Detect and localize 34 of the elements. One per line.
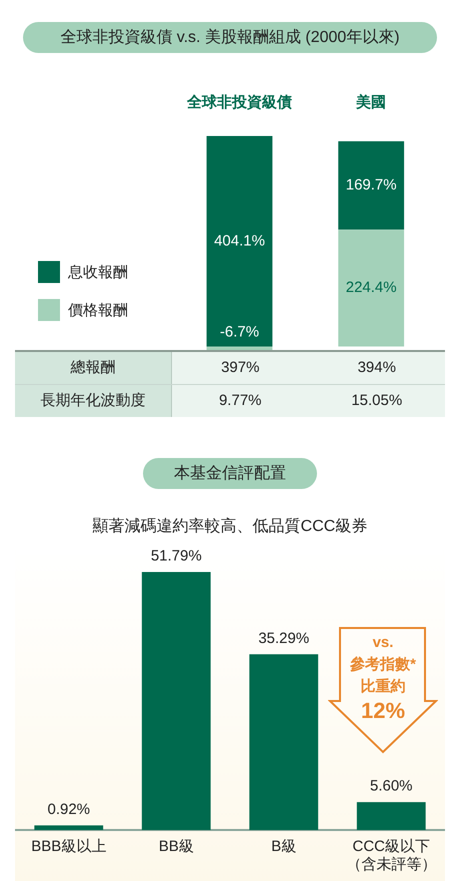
bar	[356, 802, 426, 830]
text: 15.05%	[308, 385, 445, 417]
x-tick-label: CCC級以下（含未評等）	[346, 838, 436, 874]
text: 9.77%	[172, 385, 308, 417]
legend-label: 價格報酬	[68, 300, 128, 320]
data-label: 0.92%	[47, 801, 90, 818]
bar	[338, 230, 404, 347]
data-label: 224.4%	[346, 279, 397, 296]
data-label: 35.29%	[258, 630, 310, 647]
bar	[206, 136, 272, 347]
data-label: -6.7%	[220, 324, 260, 341]
text: 長期年化波動度	[15, 385, 172, 417]
x-tick-label: 美國	[355, 93, 386, 112]
x-tick-label: B級	[271, 838, 296, 856]
chart-title: 本基金信評配置	[143, 458, 317, 489]
chart-title: 全球非投資級債 v.s. 美股報酬組成 (2000年以來)	[23, 22, 437, 53]
bar	[249, 654, 318, 830]
x-tick-label: BBB級以上	[31, 838, 106, 856]
bar	[34, 825, 104, 830]
data-label: 5.60%	[370, 778, 413, 795]
text: 總報酬	[15, 352, 172, 384]
legend-label: 息收報酬	[68, 262, 128, 282]
bar	[338, 141, 404, 230]
data-label: 169.7%	[346, 176, 397, 194]
total-label: 394%	[308, 352, 445, 384]
bar	[142, 572, 211, 830]
bar	[206, 346, 272, 350]
x-tick-label: BB級	[158, 838, 194, 856]
data-label: 404.1%	[214, 232, 265, 250]
chart-subtitle: 顯著減碼違約率較高、低品質CCC級券	[92, 516, 368, 537]
x-tick-label: 全球非投資級債	[186, 94, 292, 112]
total-label: 397%	[172, 352, 308, 384]
annotation: vs. 參考指數* 比重約 12%	[349, 633, 417, 724]
data-label: 51.79%	[150, 548, 202, 565]
